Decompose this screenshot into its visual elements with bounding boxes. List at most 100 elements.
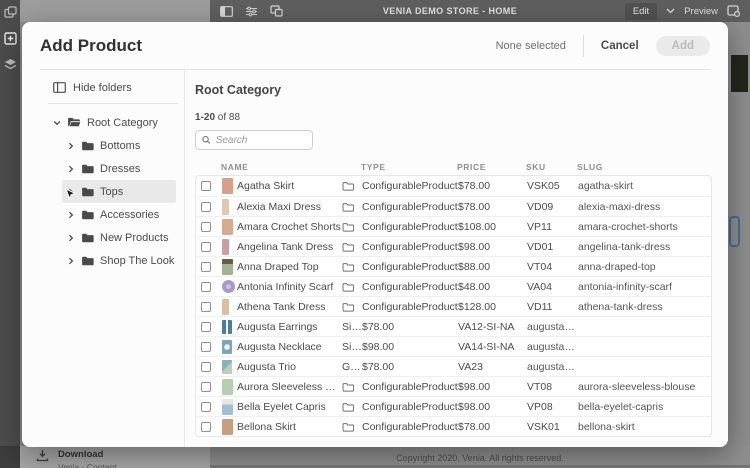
product-price: $78.00 [362,360,395,373]
product-type: SimpleProduct [342,320,362,333]
product-thumbnail [222,258,233,275]
row-checkbox[interactable] [201,321,211,332]
table-row[interactable]: Aurora Sleeveless Blouse ConfigurablePro… [196,376,711,396]
product-thumbnail [222,339,232,354]
folder-open-icon [68,117,81,127]
search-input[interactable] [215,134,306,146]
row-checkbox[interactable] [201,261,211,272]
background-selection-outline [729,216,740,247]
add-component-icon[interactable] [3,32,17,45]
preview-button[interactable]: Preview [684,5,718,17]
table-row[interactable]: Augusta Necklace SimpleProduct $98.00 VA… [196,336,711,356]
product-price: $78.00 [458,180,491,192]
product-type: ConfigurableProduct [362,300,458,313]
sites-icon[interactable] [3,6,17,19]
row-checkbox[interactable] [201,361,211,372]
row-checkbox[interactable] [201,421,211,432]
mouse-cursor [65,188,76,201]
product-thumbnail [222,280,235,293]
layers-icon[interactable] [4,58,17,70]
table-row[interactable]: Amara Crochet Shorts ConfigurableProduct… [196,216,711,236]
folder-tree-item[interactable]: Tops [62,180,176,203]
product-slug: agatha-skirt [578,180,633,192]
chevron-right-icon [68,211,74,218]
edit-mode-button[interactable]: Edit [624,2,658,20]
folder-outline-icon [342,402,354,412]
product-slug: bella-eyelet-capris [578,400,664,413]
side-panel-toggle-icon[interactable] [220,5,233,17]
product-thumbnail [222,198,229,215]
column-header-slug: SLUG [577,162,604,172]
folder-tree-root[interactable]: Root Category [53,111,178,134]
preferences-icon[interactable] [245,6,258,17]
folder-tree-item[interactable]: Shop The Look [62,249,176,272]
emulator-devices-icon[interactable] [270,5,283,17]
product-slug: amara-crochet-shorts [578,220,678,233]
count-suffix: of 88 [217,112,241,123]
row-checkbox[interactable] [201,401,211,412]
chevron-down-icon[interactable] [666,8,675,14]
table-row[interactable]: Athena Tank Dress ConfigurableProduct $1… [196,296,711,316]
side-panel-header [20,0,210,22]
background-hero-fragment [731,55,748,92]
count-range: 1-20 [195,112,216,123]
folder-tree-item[interactable]: New Products [62,226,176,249]
chevron-right-icon [68,142,74,149]
row-checkbox[interactable] [201,301,211,312]
header-divider [582,34,584,57]
column-header-name: NAME [221,162,249,172]
folder-icon [82,256,94,265]
folder-item-label: Dresses [100,162,141,175]
product-price: $128.00 [458,300,496,313]
product-name: Amara Crochet Shorts [237,220,341,233]
product-table: Agatha Skirt ConfigurableProduct $78.00 … [195,175,712,437]
folder-outline-icon [342,422,354,432]
cancel-button[interactable]: Cancel [600,39,639,52]
row-checkbox[interactable] [201,241,211,252]
product-type: ConfigurableProduct [362,400,458,413]
add-button[interactable]: Add [655,35,710,56]
product-sku: VT04 [527,260,553,273]
product-price: $78.00 [458,420,491,433]
folder-tree-item[interactable]: Dresses [62,157,176,180]
column-header-sku: SKU [526,162,546,172]
product-name: Angelina Tank Dress [237,240,334,253]
page-information-icon[interactable] [727,5,740,17]
table-row[interactable]: Augusta Earrings SimpleProduct $78.00 VA… [196,316,711,336]
table-row[interactable]: Alexia Maxi Dress ConfigurableProduct $7… [196,196,711,216]
table-row[interactable]: Antonia Infinity Scarf ConfigurableProdu… [196,276,711,296]
product-sku: VA23 [458,360,483,373]
folder-item-label: New Products [100,231,169,244]
product-slug: alexia-maxi-dress [578,200,661,213]
product-thumbnail [222,418,233,435]
table-row[interactable]: Angelina Tank Dress ConfigurableProduct … [196,236,711,256]
product-thumbnail [222,238,229,255]
row-checkbox[interactable] [201,341,211,352]
table-row[interactable]: Bella Eyelet Capris ConfigurableProduct … [196,396,711,416]
hide-folders-label: Hide folders [73,81,132,94]
row-checkbox[interactable] [201,201,211,212]
add-product-dialog: Add Product None selected Cancel Add Hid… [22,22,728,447]
folder-item-label: Shop The Look [100,254,175,267]
product-type: ConfigurableProduct [362,420,458,433]
product-thumbnail [222,319,232,334]
product-slug: aurora-sleeveless-blouse [578,380,696,393]
copyright-text: Copyright 2020, Venia. All rights reserv… [396,453,564,463]
download-asset-item[interactable]: Download Venia - Content [36,449,117,468]
folder-tree-item[interactable]: Bottoms [62,134,176,157]
table-row[interactable]: Augusta Trio GroupedProduct $78.00 VA23 … [196,356,711,376]
search-icon [202,136,211,144]
folder-tree-item[interactable]: Accessories [62,203,176,226]
row-checkbox[interactable] [201,381,211,392]
row-checkbox[interactable] [201,221,211,232]
hide-folders-toggle[interactable]: Hide folders [53,81,178,94]
row-checkbox[interactable] [201,281,211,292]
table-row[interactable]: Agatha Skirt ConfigurableProduct $78.00 … [196,176,711,196]
table-row[interactable]: Bellona Skirt ConfigurableProduct $78.00… [196,416,711,436]
product-price: $48.00 [458,280,491,293]
product-picker-main: Root Category 1-20 of 88 NAME TYPE PRICE… [185,70,728,447]
row-checkbox[interactable] [201,181,211,191]
table-row[interactable]: Anna Draped Top ConfigurableProduct $88.… [196,256,711,276]
column-header-price: PRICE [457,162,486,172]
product-sku: VSK01 [527,420,560,433]
